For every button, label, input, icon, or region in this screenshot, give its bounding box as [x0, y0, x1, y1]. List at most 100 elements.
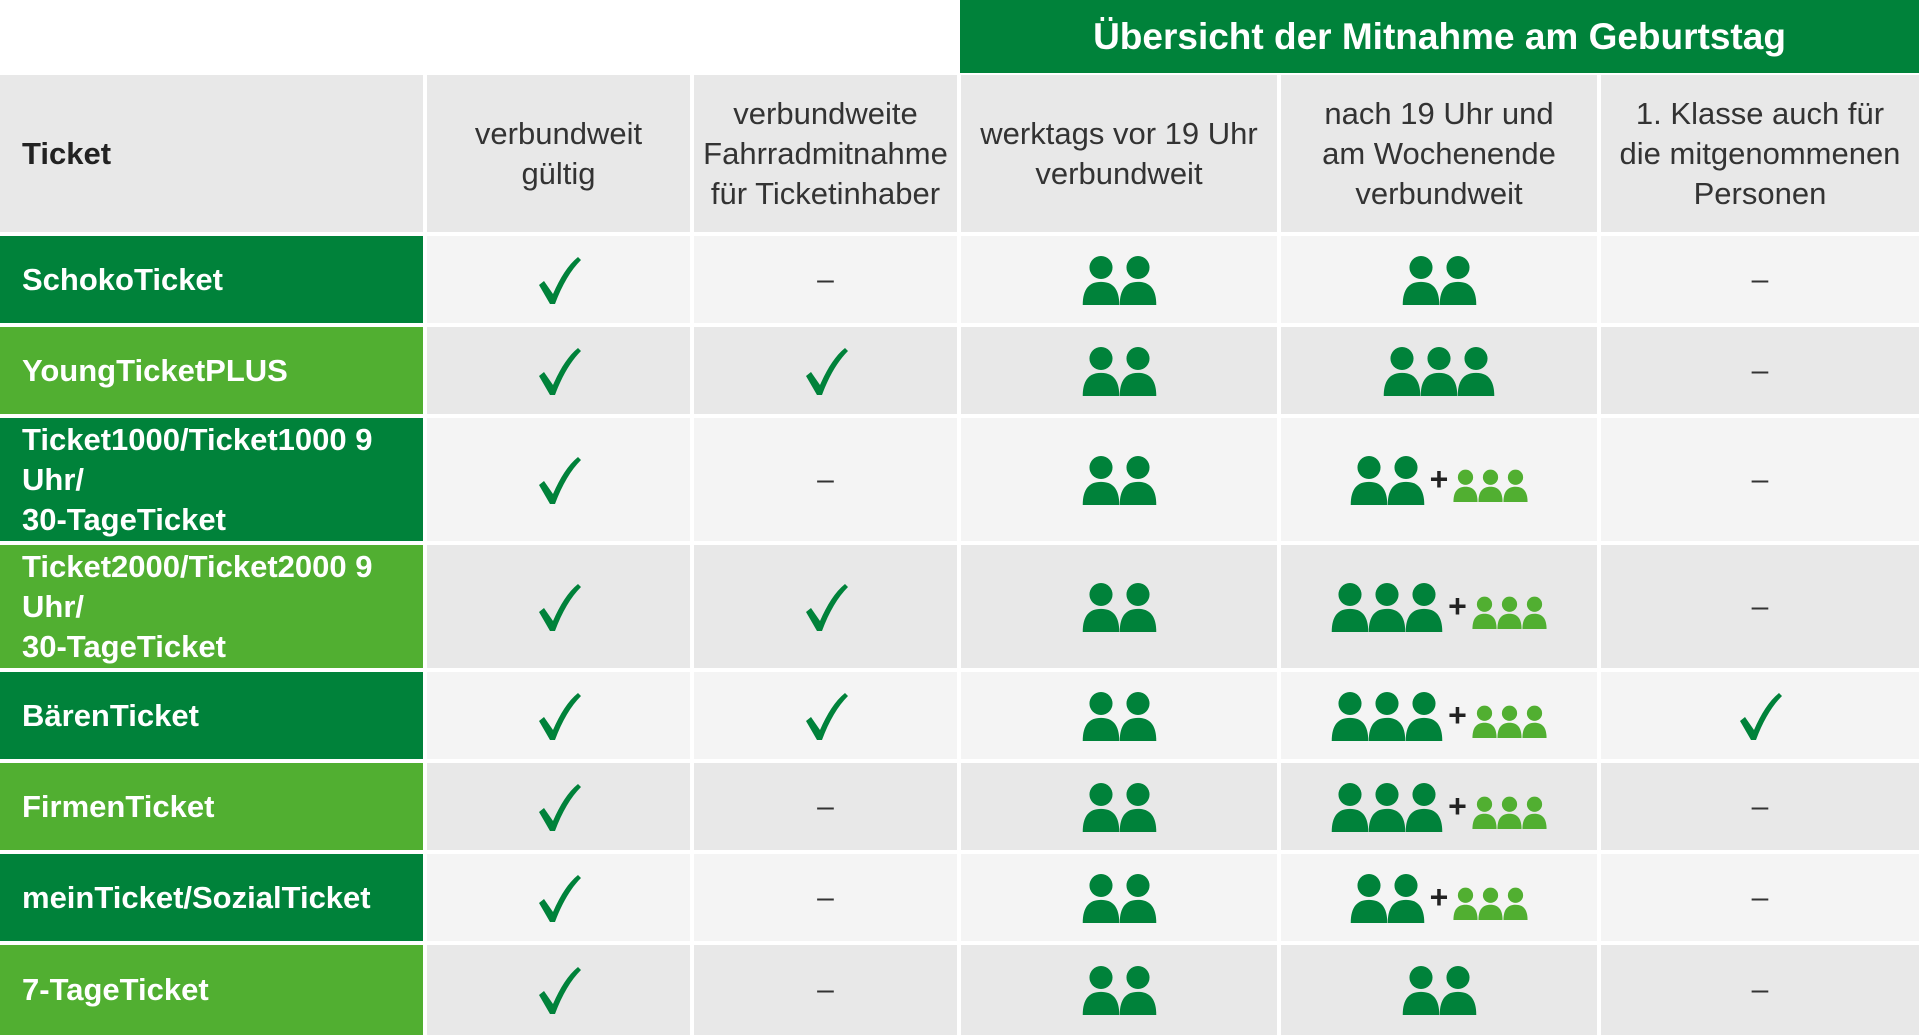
person-icon [1457, 346, 1495, 396]
person-icon [1119, 455, 1156, 505]
plus-sign: + [1448, 788, 1467, 824]
person-icon [1082, 965, 1119, 1015]
check-icon [805, 347, 848, 395]
cell-erste-klasse: – [1601, 545, 1919, 668]
person-icon [1119, 346, 1156, 396]
dash-mark: – [817, 462, 834, 496]
check-icon [538, 256, 581, 304]
header-erste-klasse: 1. Klasse auch für die mitgenommenen Per… [1601, 75, 1919, 232]
check-icon [538, 692, 581, 740]
person-icon [1119, 691, 1156, 741]
person-icon [1383, 346, 1421, 396]
person-icon [1497, 596, 1522, 629]
cell-werktags [961, 418, 1277, 541]
persons-combination: + [1330, 582, 1548, 632]
cell-erste-klasse: – [1601, 854, 1919, 941]
cell-werktags [961, 327, 1277, 414]
cell-erste-klasse: – [1601, 418, 1919, 541]
adult-persons-group [1382, 346, 1496, 396]
plus-sign: + [1448, 697, 1467, 733]
person-icon [1387, 873, 1424, 923]
ticket-name: YoungTicketPLUS [0, 327, 423, 414]
header-abends-wochenende: nach 19 Uhr und am Wochenende verbundwei… [1281, 75, 1597, 232]
cell-fahrradmitnahme: – [694, 945, 957, 1035]
cell-fahrradmitnahme [694, 327, 957, 414]
persons-combination [1401, 255, 1478, 305]
person-icon [1119, 782, 1156, 832]
person-icon [1119, 965, 1156, 1015]
cell-verbundweit [427, 236, 690, 323]
person-icon [1472, 705, 1497, 738]
person-icon [1331, 782, 1369, 832]
cell-fahrradmitnahme: – [694, 763, 957, 850]
person-icon [1082, 691, 1119, 741]
cell-verbundweit [427, 854, 690, 941]
ticket-name: Ticket2000/Ticket2000 9 Uhr/ 30-TageTick… [0, 545, 423, 668]
check-icon [538, 967, 581, 1014]
person-icon [1522, 705, 1547, 738]
plus-sign: + [1429, 879, 1449, 915]
cell-abends-wochenende: + [1281, 763, 1597, 850]
check-icon [805, 583, 848, 631]
dash-mark: – [1751, 589, 1769, 623]
adult-persons-group [1081, 965, 1158, 1015]
cell-abends-wochenende: + [1281, 418, 1597, 541]
cell-erste-klasse: – [1601, 327, 1919, 414]
cell-abends-wochenende [1281, 945, 1597, 1035]
header-verbundweit: verbundweit gültig [427, 75, 690, 232]
cell-erste-klasse: – [1601, 763, 1919, 850]
person-icon [1478, 469, 1503, 502]
adult-persons-group [1330, 782, 1444, 832]
persons-combination: + [1349, 455, 1530, 505]
person-icon [1439, 965, 1476, 1015]
person-icon [1472, 796, 1497, 829]
cell-erste-klasse: – [1601, 945, 1919, 1035]
adult-persons-group [1081, 346, 1158, 396]
adult-persons-group [1349, 873, 1426, 923]
cell-verbundweit [427, 418, 690, 541]
person-icon [1402, 255, 1439, 305]
person-icon [1082, 255, 1119, 305]
ticket-name: FirmenTicket [0, 763, 423, 850]
person-icon [1420, 346, 1458, 396]
ticket-name: meinTicket/SozialTicket [0, 854, 423, 941]
adult-persons-group [1401, 255, 1478, 305]
adult-persons-group [1081, 455, 1158, 505]
person-icon [1497, 705, 1522, 738]
person-icon [1522, 596, 1547, 629]
check-icon [538, 783, 581, 831]
person-icon [1350, 873, 1387, 923]
cell-erste-klasse: – [1601, 236, 1919, 323]
table-banner-title: Übersicht der Mitnahme am Geburtstag [960, 0, 1919, 73]
person-icon [1453, 469, 1478, 502]
adult-persons-group [1081, 782, 1158, 832]
dash-mark: – [1751, 789, 1769, 823]
persons-combination: + [1349, 873, 1530, 923]
person-icon [1405, 782, 1443, 832]
persons-combination: + [1330, 782, 1548, 832]
adult-persons-group [1330, 691, 1444, 741]
ticket-name: 7-TageTicket [0, 945, 423, 1035]
check-icon [538, 874, 581, 922]
adult-persons-group [1081, 582, 1158, 632]
cell-werktags [961, 945, 1277, 1035]
cell-verbundweit [427, 545, 690, 668]
cell-werktags [961, 672, 1277, 759]
header-ticket: Ticket [0, 75, 423, 232]
person-icon [1522, 796, 1547, 829]
check-icon [538, 456, 581, 504]
persons-combination: + [1330, 691, 1548, 741]
dash-mark: – [1751, 353, 1769, 387]
dash-mark: – [817, 789, 834, 823]
cell-verbundweit [427, 672, 690, 759]
person-icon [1368, 691, 1406, 741]
person-icon [1331, 582, 1369, 632]
dash-mark: – [817, 973, 834, 1006]
header-werktags: werktags vor 19 Uhr verbundweit [961, 75, 1277, 232]
person-icon [1331, 691, 1369, 741]
dash-mark: – [1751, 880, 1769, 914]
header-fahrradmitnahme: verbundweite Fahrradmitnahme für Ticketi… [694, 75, 957, 232]
cell-abends-wochenende: + [1281, 545, 1597, 668]
child-persons-group [1471, 596, 1548, 629]
